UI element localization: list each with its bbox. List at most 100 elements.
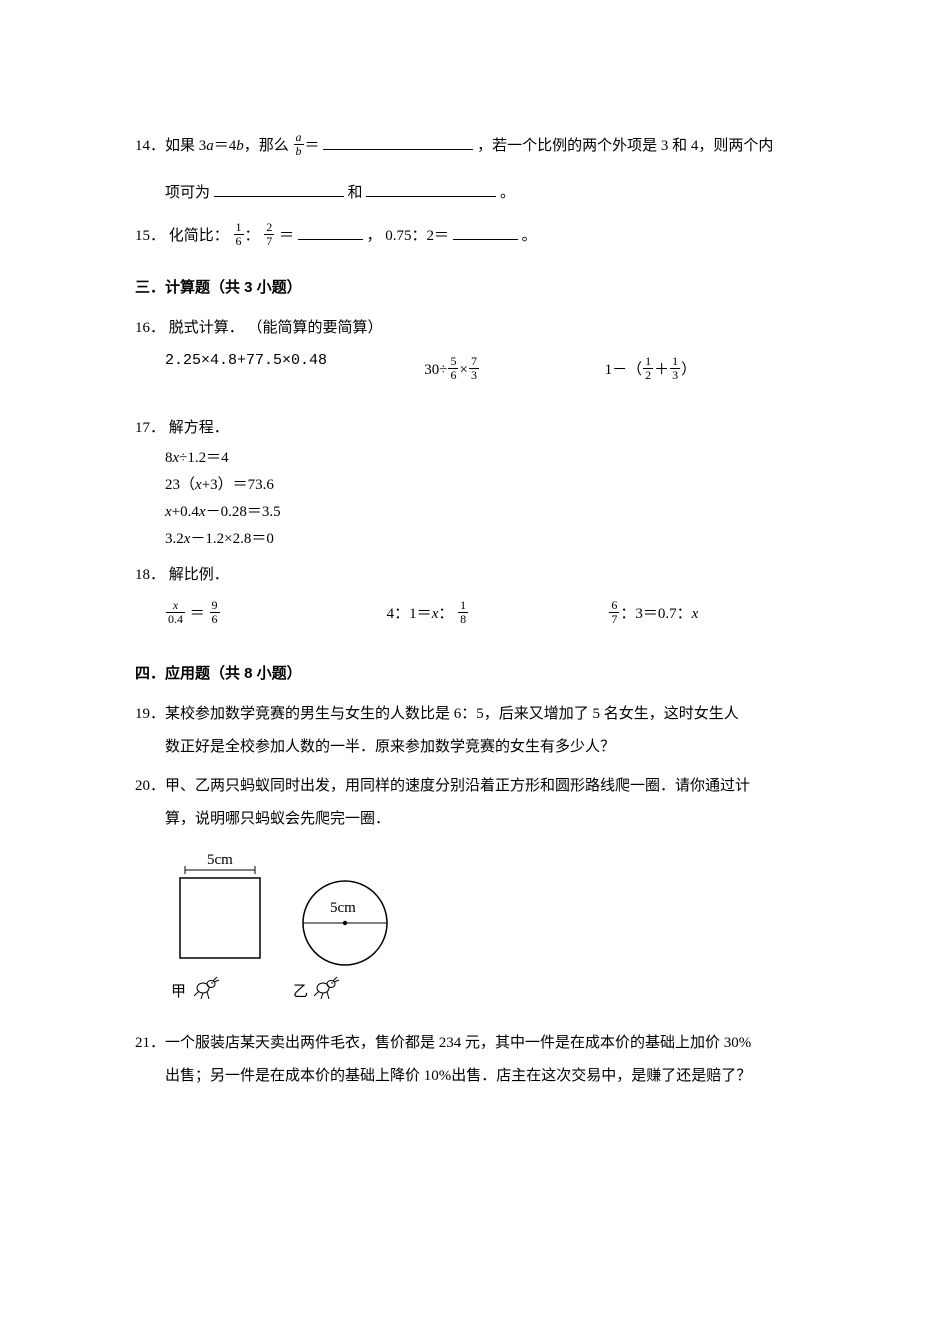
frac-den: 6: [210, 613, 220, 626]
q19-l1: 19．某校参加数学竞赛的男生与女生的人数比是 6：5，后来又增加了 5 名女生，…: [135, 698, 830, 731]
q15-prefix: 15． 化简比：: [135, 228, 229, 244]
q20-l1: 20．甲、乙两只蚂蚁同时出发，用同样的速度分别沿着正方形和圆形路线爬一圈．请你通…: [135, 770, 830, 803]
q17-e4: 3.2x－1.2×2.8＝0: [135, 526, 830, 553]
label-jia: 甲: [171, 984, 186, 1000]
q18-p2: 4：1＝x： 18: [387, 598, 609, 631]
q18-title: 18． 解比例．: [135, 559, 830, 592]
blank-15-1[interactable]: [298, 224, 363, 240]
q19-l2: 数正好是全校参加人数的一半．原来参加数学竞赛的女生有多少人？: [135, 731, 830, 764]
fraction-1-3: 13: [670, 355, 680, 381]
frac-num: 2: [264, 221, 274, 235]
q17-e3-mid: +0.4: [172, 504, 199, 520]
q17-e3-suf: －0.28＝3.5: [206, 504, 281, 520]
q15-colon: ：: [245, 228, 260, 244]
q15-period: 。: [522, 228, 537, 244]
q16-e1: 2.25×4.8+77.5×0.48: [165, 352, 327, 369]
fraction-1-8: 18: [458, 599, 468, 625]
question-16: 16． 脱式计算． （能简算的要简算） 2.25×4.8+77.5×0.48 3…: [135, 312, 830, 384]
q15-mid2: ， 0.75：2＝: [367, 228, 450, 244]
var-x: x: [195, 477, 202, 493]
question-19: 19．某校参加数学竞赛的男生与女生的人数比是 6：5，后来又增加了 5 名女生，…: [135, 698, 830, 764]
q16-e3-plus: ＋: [654, 362, 669, 378]
q16-title: 16． 脱式计算． （能简算的要简算）: [135, 312, 830, 345]
ant-yi-icon: [314, 977, 339, 999]
frac-den: 6: [234, 235, 244, 248]
q17-e1: 8x÷1.2＝4: [135, 445, 830, 472]
q21-l2: 出售；另一件是在成本价的基础上降价 10%出售．店主在这次交易中，是赚了还是赔了…: [135, 1060, 830, 1093]
q17-e4-suf: －1.2×2.8＝0: [190, 531, 273, 547]
frac-den: 6: [448, 369, 458, 382]
fraction-7-3: 73: [469, 355, 479, 381]
frac-num: 1: [458, 599, 468, 613]
q16-e3-pre: 1－（: [605, 362, 643, 378]
square-label: 5cm: [207, 852, 233, 868]
q16-expr-1: 2.25×4.8+77.5×0.48: [165, 347, 424, 374]
q17-e4-pre: 3.2: [165, 531, 184, 547]
var-a: a: [206, 138, 214, 154]
q18-p1: x0.4 ＝ 96: [165, 598, 387, 631]
q14-text-2: ＝4: [214, 138, 237, 154]
q17-e2-pre: 23（: [165, 477, 195, 493]
fraction-9-6: 96: [210, 599, 220, 625]
blank-15-2[interactable]: [453, 224, 518, 240]
frac-num: x: [166, 599, 185, 613]
label-yi: 乙: [293, 984, 308, 1000]
frac-den: 7: [264, 235, 274, 248]
fraction-x-04: x0.4: [166, 599, 185, 625]
q17-e2-suf: +3）＝73.6: [202, 477, 274, 493]
frac-den: 0.4: [166, 613, 185, 626]
q16-e2-div: ÷: [439, 362, 447, 378]
ants-diagram: 5cm 5cm 甲: [165, 848, 425, 1013]
fraction-6-7: 67: [609, 599, 619, 625]
question-14: 14．如果 3a＝4b，那么 a b ＝ ，若一个比例的两个外项是 3 和 4，…: [135, 130, 830, 210]
frac-num: 9: [210, 599, 220, 613]
var-x: x: [199, 504, 206, 520]
var-x: x: [165, 504, 172, 520]
frac-num: 1: [670, 355, 680, 369]
q18-p2-colon: ：: [438, 606, 453, 622]
fraction-1-2: 12: [643, 355, 653, 381]
q16-e3-suf: ）: [681, 362, 696, 378]
question-17: 17． 解方程． 8x÷1.2＝4 23（x+3）＝73.6 x+0.4x－0.…: [135, 412, 830, 553]
blank-14-2[interactable]: [214, 181, 344, 197]
frac-den: 7: [609, 613, 619, 626]
q17-e1-suf: ÷1.2＝4: [179, 450, 228, 466]
q16-e2-30: 30: [424, 362, 439, 378]
q16-expr-3: 1－（12＋13）: [605, 347, 830, 384]
q17-e2: 23（x+3）＝73.6: [135, 472, 830, 499]
q14-l2-period: 。: [500, 185, 515, 201]
blank-14-3[interactable]: [366, 181, 496, 197]
frac-num: 1: [234, 221, 244, 235]
q16-expr-2: 30÷56×73: [424, 347, 604, 384]
question-21: 21．一个服装店某天卖出两件毛衣，售价都是 234 元，其中一件是在成本价的基础…: [135, 1027, 830, 1093]
frac-num: 1: [643, 355, 653, 369]
q18-p2-pre: 4：1＝: [387, 606, 432, 622]
blank-14-1[interactable]: [323, 134, 473, 150]
frac-den: b: [294, 145, 304, 158]
frac-den: 2: [643, 369, 653, 382]
fraction-1-6: 1 6: [234, 221, 244, 247]
q14-l2-prefix: 项可为: [165, 185, 210, 201]
var-x: x: [692, 606, 699, 622]
q16-e2-times: ×: [459, 362, 467, 378]
q14-text-3: ，那么: [244, 138, 293, 154]
question-20: 20．甲、乙两只蚂蚁同时出发，用同样的速度分别沿着正方形和圆形路线爬一圈．请你通…: [135, 770, 830, 1013]
frac-den: 8: [458, 613, 468, 626]
page: 14．如果 3a＝4b，那么 a b ＝ ，若一个比例的两个外项是 3 和 4，…: [0, 0, 950, 1344]
q20-figure: 5cm 5cm 甲: [165, 848, 830, 1013]
ant-jia-icon: [194, 977, 219, 999]
section-4-title: 四．应用题（共 8 小题）: [135, 657, 830, 690]
question-15: 15． 化简比： 1 6 ： 2 7 ＝ ， 0.75：2＝ 。: [135, 220, 830, 253]
fraction-2-7: 2 7: [264, 221, 274, 247]
frac-num: a: [294, 131, 304, 145]
frac-num: 6: [609, 599, 619, 613]
q21-l1: 21．一个服装店某天卖出两件毛衣，售价都是 234 元，其中一件是在成本价的基础…: [135, 1027, 830, 1060]
q17-title: 17． 解方程．: [135, 412, 830, 445]
var-b: b: [236, 138, 244, 154]
section-3-title: 三．计算题（共 3 小题）: [135, 271, 830, 304]
q18-p3: 67：3＝0.7：x: [608, 598, 830, 631]
question-18: 18． 解比例． x0.4 ＝ 96 4：1＝ x ： 18 67：3＝0.7：x: [135, 559, 830, 631]
frac-num: 7: [469, 355, 479, 369]
q14-text-4: ，若一个比例的两个外项是 3 和 4，则两个内: [477, 138, 773, 154]
frac-den: 3: [469, 369, 479, 382]
